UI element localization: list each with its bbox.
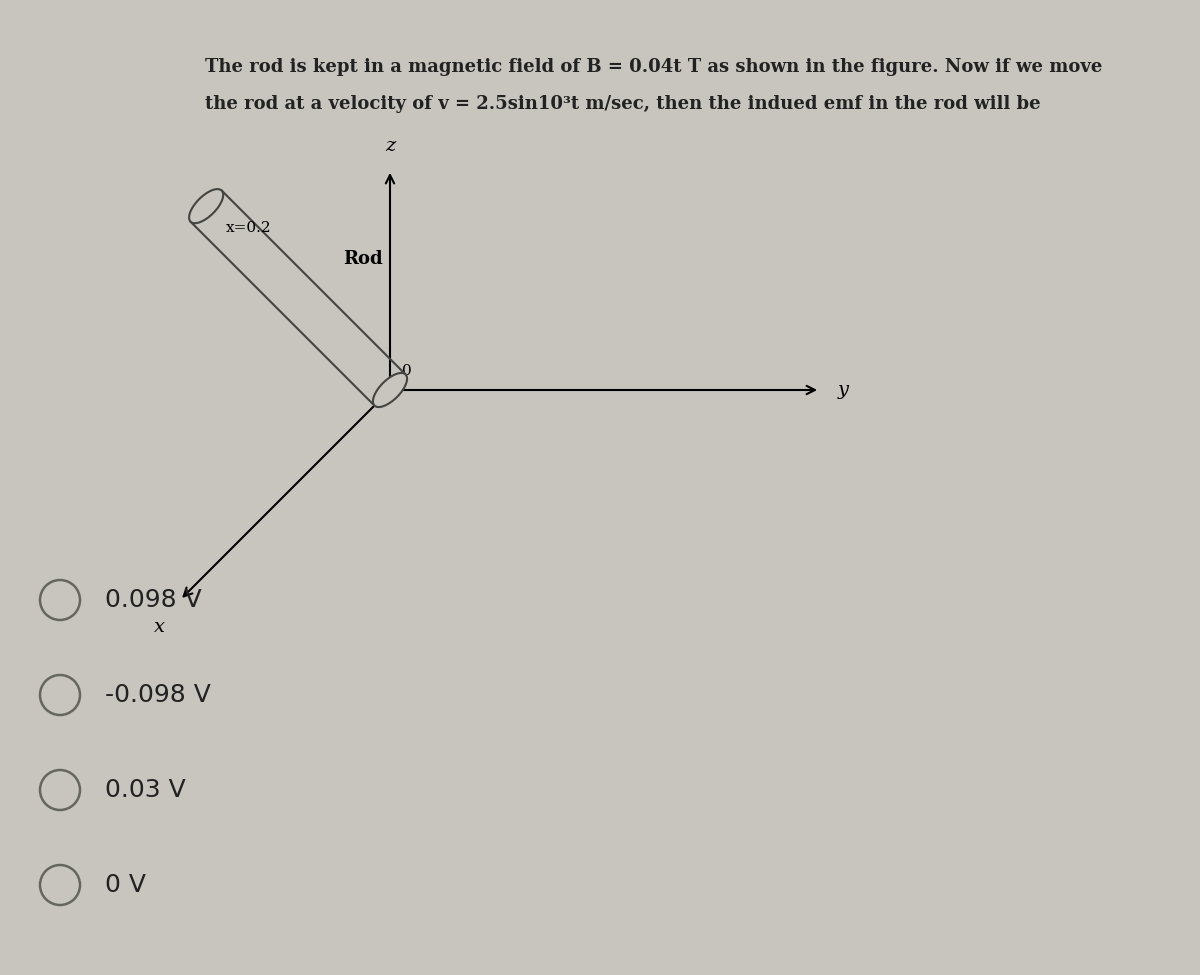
Text: y: y bbox=[838, 381, 850, 399]
Text: -0.098 V: -0.098 V bbox=[106, 683, 211, 707]
Text: 0.098 V: 0.098 V bbox=[106, 588, 202, 612]
Text: 0: 0 bbox=[402, 364, 412, 378]
Text: 0.03 V: 0.03 V bbox=[106, 778, 186, 802]
Ellipse shape bbox=[190, 189, 223, 223]
Text: Rod: Rod bbox=[343, 250, 383, 268]
Ellipse shape bbox=[373, 373, 407, 407]
Text: z: z bbox=[385, 137, 395, 155]
Text: x: x bbox=[154, 618, 166, 636]
Text: x=0.2: x=0.2 bbox=[226, 221, 271, 235]
Text: the rod at a velocity of v = 2.5sin10³t m/sec, then the indued emf in the rod wi: the rod at a velocity of v = 2.5sin10³t … bbox=[205, 95, 1040, 113]
Text: The rod is kept in a magnetic field of B = 0.04t T as shown in the figure. Now i: The rod is kept in a magnetic field of B… bbox=[205, 58, 1103, 76]
Text: 0 V: 0 V bbox=[106, 873, 146, 897]
